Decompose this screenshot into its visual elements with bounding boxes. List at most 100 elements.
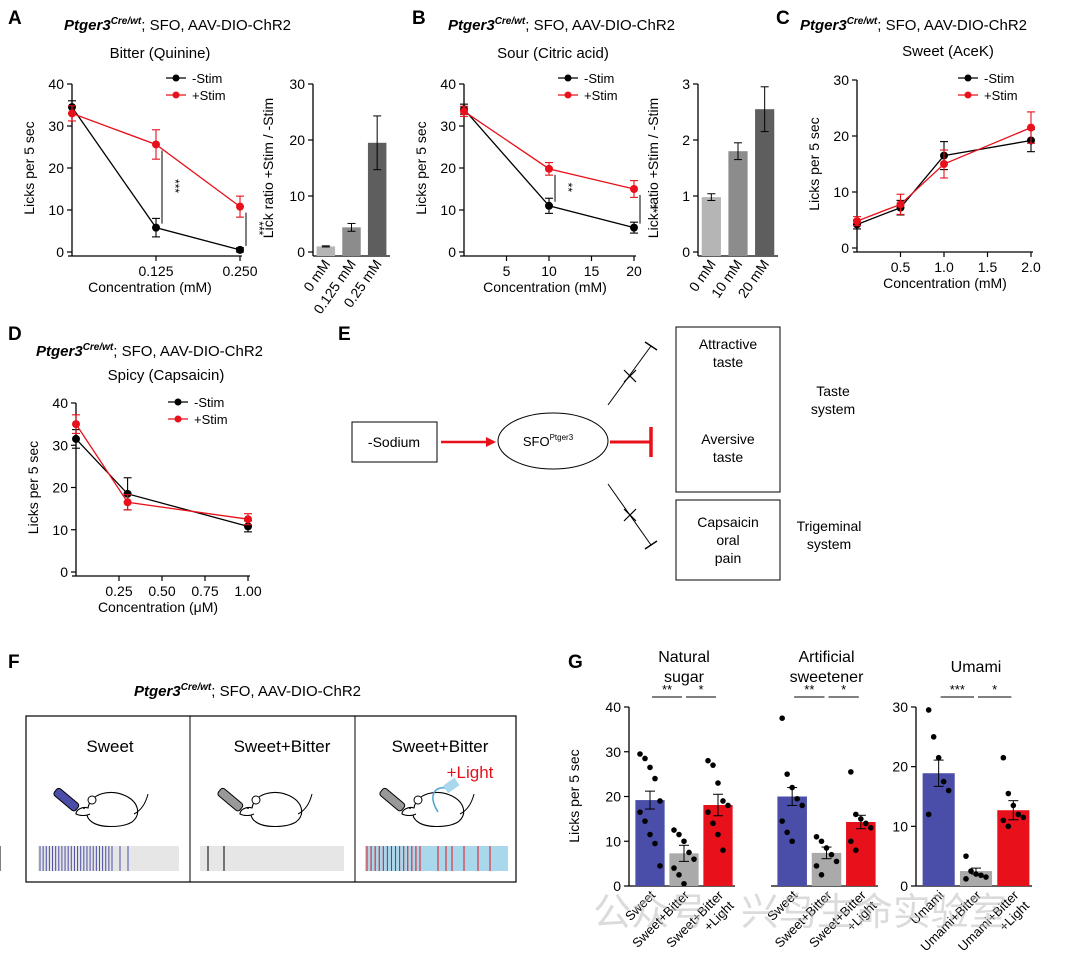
legend-label: +Stim [984, 88, 1018, 103]
chart-spicy-capsaicin: Spicy (Capsaicin) 0 10 20 30 40 0.25 0.50 0.75 1.… [25, 367, 262, 615]
significance-label: *** [252, 221, 266, 235]
data-point [545, 164, 553, 173]
raster-bg-light [365, 846, 508, 871]
group-title: sugar [664, 669, 705, 686]
individual-point [657, 798, 663, 804]
attractive-taste-label: Attractive taste [699, 336, 758, 370]
y-tick-label: 20 [440, 160, 456, 176]
bar [728, 151, 748, 256]
bar [342, 227, 361, 256]
individual-point [1005, 790, 1012, 797]
legend-label: -Stim [984, 71, 1014, 86]
y-tick-label: 10 [605, 833, 621, 849]
light-label: +Light [447, 763, 494, 782]
group-title: sweetener [790, 669, 864, 686]
individual-point [710, 762, 716, 768]
data-point [1027, 123, 1035, 132]
individual-point [848, 838, 854, 845]
individual-point [647, 764, 653, 771]
pathway-diagram: -Sodium SFOPtger3 Attractive taste Aversi… [351, 326, 861, 581]
bottle-bitter-light-icon [379, 787, 406, 812]
y-tick-label: 0 [448, 244, 456, 260]
individual-point [676, 831, 682, 838]
individual-point [652, 775, 658, 782]
x-axis-label: Concentration (μM) [98, 599, 218, 615]
significance-label: ** [646, 204, 660, 214]
y-tick-label: 10 [440, 202, 456, 218]
group-title: Natural [658, 649, 710, 666]
data-point [244, 515, 252, 524]
significance-label: ** [662, 682, 672, 697]
sodium-label: -Sodium [368, 434, 420, 450]
data-point [123, 498, 132, 507]
mouse-sweet-bitter [239, 791, 313, 828]
bar [701, 197, 721, 256]
individual-point [691, 856, 697, 862]
individual-point [705, 809, 711, 815]
y-tick-label: 0 [56, 244, 64, 260]
individual-point [828, 851, 835, 858]
individual-point [945, 787, 952, 794]
individual-point [823, 845, 830, 851]
significance-label: ** [804, 682, 814, 697]
significance-label: ** [561, 183, 575, 193]
individual-point [710, 820, 716, 827]
aversive-taste-label: Aversive taste [701, 431, 755, 465]
no-effect-cross-top [623, 369, 637, 383]
legend-label: -Stim [584, 71, 614, 86]
y-tick-label: 20 [833, 128, 849, 144]
svg-text:Ptger3Cre/wt; SFO, AAV-DIO-ChR: Ptger3Cre/wt; SFO, AAV-DIO-ChR2 [134, 682, 361, 700]
mouse-body [250, 791, 303, 828]
data-point [72, 434, 80, 443]
y-tick-label: 40 [52, 395, 68, 411]
legend-marker [964, 74, 972, 82]
condition-sweet-bitter: Sweet+Bitter [234, 737, 331, 756]
data-point [460, 107, 468, 116]
no-effect-cross-bottom [623, 508, 637, 522]
individual-point [725, 802, 731, 809]
y-tick-label: 0 [613, 878, 621, 894]
significance-label: * [841, 682, 846, 697]
series-line-minus-stim [856, 139, 1032, 226]
x-tick-label: 1.00 [234, 583, 261, 599]
chart-sour-citric: Sour (Citric acid) 0 10 20 30 40 5 10 15 20 Concen… [413, 45, 660, 295]
individual-point [676, 872, 682, 878]
individual-point [1000, 817, 1007, 824]
individual-point [853, 847, 859, 853]
legend-marker [172, 74, 180, 82]
chart-sweet-acek: Sweet (AceK) 0 10 20 30 0.5 1.0 1.5 2.0 Concentra… [806, 43, 1041, 291]
legend-marker [174, 415, 182, 423]
x-tick-label: 0.75 [191, 583, 218, 599]
individual-point [789, 784, 795, 791]
series-line-plus-stim [71, 112, 241, 208]
legend-label: +Stim [584, 88, 618, 103]
y-axis-label: Licks per 5 sec [21, 121, 37, 214]
individual-point [858, 816, 864, 822]
y-tick-label: 1 [682, 188, 690, 204]
individual-point [715, 831, 721, 838]
y-tick-label: 20 [48, 160, 64, 176]
y-axis-label: Licks per 5 sec [413, 121, 429, 214]
y-axis-label: Lick ratio +Stim / -Stim [260, 98, 276, 238]
individual-point [818, 872, 825, 878]
mouse-body [86, 791, 139, 828]
individual-point [642, 755, 648, 762]
data-point [896, 200, 905, 209]
panel-letter-b: B [412, 8, 426, 29]
x-tick-label: 1.0 [934, 259, 954, 275]
data-point [236, 245, 244, 254]
watermark: 公众号 · 兴鸟生命实验室 [593, 892, 1007, 934]
legend-marker [564, 91, 572, 99]
x-tick-label: 20 [626, 263, 642, 279]
individual-point [779, 818, 785, 824]
genotype-header-b: Ptger3Cre/wt; SFO, AAV-DIO-ChR2 [448, 16, 675, 34]
schematic-frame [25, 715, 517, 883]
bar [316, 246, 336, 256]
y-tick-label: 40 [48, 76, 64, 92]
x-tick-label: 0.125 [138, 263, 173, 279]
svg-text:Ptger3Cre/wt; SFO, AAV-DIO-ChR: Ptger3Cre/wt; SFO, AAV-DIO-ChR2 [448, 16, 675, 34]
group-title: Artificial [798, 649, 854, 666]
trigeminal-box [675, 499, 781, 581]
individual-point [715, 780, 721, 786]
